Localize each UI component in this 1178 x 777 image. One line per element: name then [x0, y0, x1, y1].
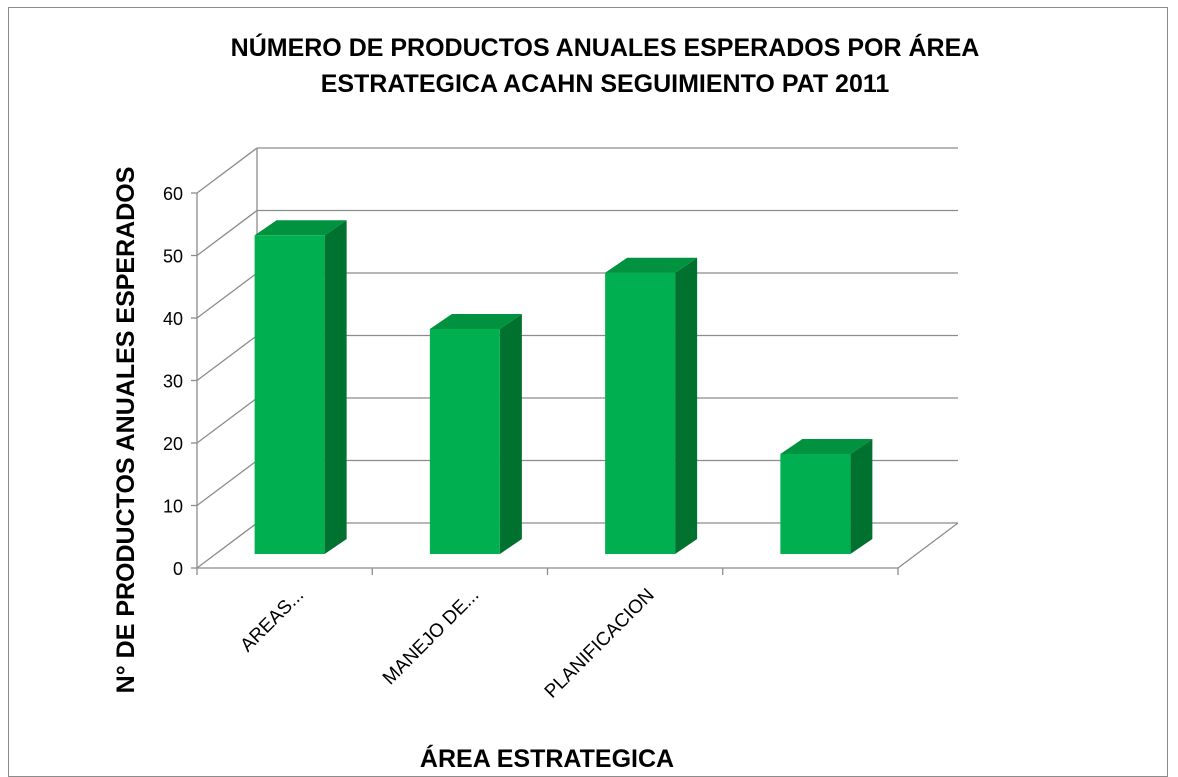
bar-side — [499, 314, 522, 554]
bar-front — [254, 235, 325, 554]
axes — [191, 192, 959, 575]
gridline-side — [196, 334, 258, 382]
bar-front — [780, 454, 851, 554]
bar — [254, 220, 347, 554]
axis-labels: 0 10 20 30 40 50 60 AREAS... MANEJO DE... PLANIFI… — [163, 184, 659, 703]
chart-title-line-2: ESTRATEGICA ACAHN SEGUIMIENTO PAT 2011 — [320, 70, 890, 98]
gridline-side — [196, 522, 258, 569]
bar-front — [429, 329, 500, 554]
bar-side — [324, 220, 347, 554]
y-tick-label: 20 — [163, 434, 183, 454]
bar-top — [780, 439, 873, 454]
bar — [429, 314, 522, 554]
chart-title: NÚMERO DE PRODUCTOS ANUALES ESPERADOS PO… — [0, 30, 1178, 102]
floor-edge — [897, 522, 959, 569]
chart-frame — [8, 7, 1168, 777]
x-tick-label: AREAS... — [237, 585, 309, 657]
y-tick-label: 60 — [163, 184, 183, 204]
bar-side — [675, 257, 698, 554]
bar — [780, 439, 873, 554]
x-tick-label: MANEJO DE... — [379, 585, 483, 689]
bar — [605, 257, 698, 554]
bar-side — [850, 439, 873, 554]
gridline-side — [196, 459, 258, 507]
bar-top — [429, 314, 522, 329]
gridline-side — [196, 397, 258, 444]
y-tick-label: 50 — [163, 247, 183, 267]
bars — [254, 220, 873, 554]
y-tick-label: 10 — [163, 497, 183, 517]
gridline-side — [196, 272, 258, 319]
bar-top — [605, 257, 698, 273]
y-tick-label: 0 — [173, 559, 183, 579]
y-axis-title: N° DE PRODUCTOS ANUALES ESPERADOS — [112, 167, 140, 694]
x-tick-label: PLANIFICACION — [541, 585, 659, 703]
y-tick-label: 40 — [163, 309, 183, 329]
gridline-side — [196, 209, 258, 257]
gridline-side — [196, 147, 258, 194]
y-tick-label: 30 — [163, 372, 183, 392]
chart-title-line-1: NÚMERO DE PRODUCTOS ANUALES ESPERADOS PO… — [230, 34, 980, 62]
x-axis-title: ÁREA ESTRATEGICA — [420, 744, 674, 773]
bar-top — [254, 220, 347, 236]
bar-front — [605, 272, 676, 554]
